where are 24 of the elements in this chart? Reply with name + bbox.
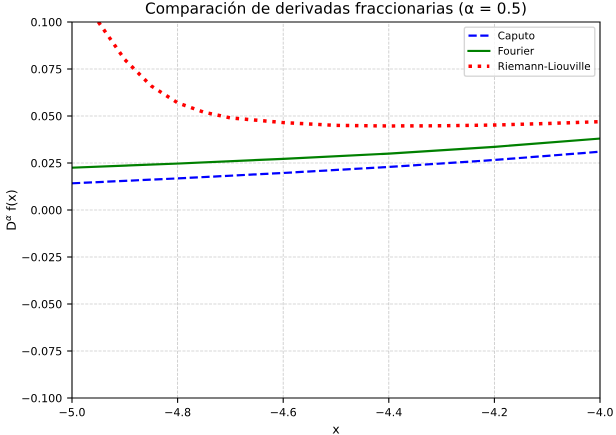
x-tick-label: −4.2	[482, 408, 507, 416]
y-tick-label: −0.050	[22, 300, 62, 308]
y-axis-title: D$^{α}$ f(x)	[6, 190, 18, 230]
y-tick-label: 0.075	[31, 64, 62, 74]
x-tick-label: −4.8	[165, 408, 190, 416]
x-tick-label: −4.0	[588, 408, 613, 416]
y-tick-label: 0.025	[31, 158, 62, 168]
legend-label: Fourier	[498, 46, 534, 55]
line-series	[96, 22, 600, 128]
x-tick-label: −5.0	[60, 408, 85, 416]
legend-label: Caputo	[498, 32, 534, 42]
line-series	[72, 150, 600, 184]
y-tick-label: −0.025	[22, 252, 62, 262]
legend-label: Riemann-Liouville	[498, 62, 590, 70]
chart-title: Comparación de derivadas fraccionarias (α = 0.5)	[146, 1, 526, 17]
x-axis-title: x	[332, 426, 340, 434]
x-tick-label: −4.6	[270, 408, 296, 416]
y-tick-label: −0.075	[22, 346, 62, 356]
y-tick-label: 0.100	[31, 18, 62, 26]
x-tick-label: −4.4	[376, 408, 402, 416]
y-tick-label: −0.100	[22, 394, 62, 402]
line-series	[72, 137, 600, 169]
y-tick-label: 0.000	[31, 206, 62, 214]
y-tick-label: 0.050	[31, 112, 62, 120]
